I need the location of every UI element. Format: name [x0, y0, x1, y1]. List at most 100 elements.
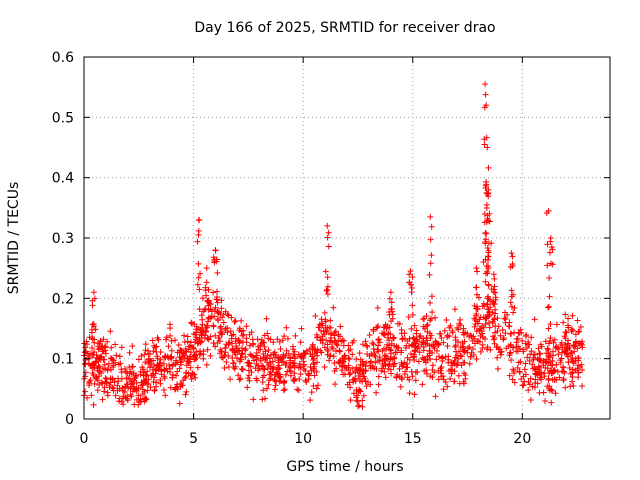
- y-tick-label: 0.2: [52, 291, 74, 307]
- data-point: [409, 274, 416, 281]
- data-point: [290, 377, 297, 384]
- data-point: [507, 349, 514, 356]
- data-point: [342, 355, 349, 362]
- data-point: [331, 367, 338, 374]
- data-point: [92, 326, 99, 333]
- data-point: [440, 339, 447, 346]
- data-point: [185, 370, 192, 377]
- data-point: [306, 370, 313, 377]
- data-point: [426, 350, 433, 357]
- data-point: [502, 330, 509, 337]
- data-point: [106, 384, 113, 391]
- data-point: [108, 344, 115, 351]
- data-point: [372, 359, 379, 366]
- data-point: [207, 352, 214, 359]
- data-point: [92, 374, 99, 381]
- data-point: [466, 333, 473, 340]
- data-point: [508, 357, 515, 364]
- data-point: [409, 311, 416, 318]
- data-point: [522, 340, 529, 347]
- data-point: [451, 378, 458, 385]
- data-point: [535, 345, 542, 352]
- data-point: [565, 359, 572, 366]
- data-point: [133, 396, 140, 403]
- data-point: [223, 359, 230, 366]
- data-point: [427, 213, 434, 220]
- data-point: [244, 384, 251, 391]
- data-point: [186, 343, 193, 350]
- data-point: [480, 334, 487, 341]
- data-point: [214, 308, 221, 315]
- data-point: [271, 386, 278, 393]
- data-point: [427, 260, 434, 267]
- data-point: [387, 350, 394, 357]
- data-point: [225, 353, 232, 360]
- data-point: [367, 359, 374, 366]
- data-point: [229, 347, 236, 354]
- data-point: [335, 337, 342, 344]
- data-point: [124, 370, 131, 377]
- data-point: [93, 358, 100, 365]
- data-point: [483, 102, 490, 109]
- data-point: [89, 370, 96, 377]
- data-point: [214, 288, 221, 295]
- data-point: [421, 367, 428, 374]
- data-point: [287, 372, 294, 379]
- data-point: [210, 323, 217, 330]
- data-point: [410, 335, 417, 342]
- data-point: [381, 352, 388, 359]
- data-point: [181, 339, 188, 346]
- data-point: [428, 252, 435, 259]
- data-point: [527, 396, 534, 403]
- data-point: [537, 351, 544, 358]
- data-point: [490, 333, 497, 340]
- data-point: [544, 345, 551, 352]
- data-point: [484, 306, 491, 313]
- data-point: [82, 388, 89, 395]
- data-point: [204, 346, 211, 353]
- data-point: [142, 341, 149, 348]
- data-point: [196, 286, 203, 293]
- data-point: [494, 354, 501, 361]
- data-point: [217, 347, 224, 354]
- data-point: [314, 334, 321, 341]
- data-point: [222, 345, 229, 352]
- data-point: [166, 321, 173, 328]
- data-point: [498, 351, 505, 358]
- data-point: [190, 345, 197, 352]
- data-point: [471, 323, 478, 330]
- data-point: [233, 344, 240, 351]
- data-point: [311, 363, 318, 370]
- data-point: [109, 384, 116, 391]
- data-point: [516, 369, 523, 376]
- data-point: [307, 397, 314, 404]
- data-point: [228, 335, 235, 342]
- data-point: [435, 367, 442, 374]
- data-point: [488, 240, 495, 247]
- data-point: [306, 346, 313, 353]
- data-point: [552, 390, 559, 397]
- data-point: [560, 364, 567, 371]
- data-point: [277, 355, 284, 362]
- data-point: [388, 306, 395, 313]
- data-point: [473, 356, 480, 363]
- data-point: [548, 370, 555, 377]
- data-point: [523, 344, 530, 351]
- data-point: [107, 328, 114, 335]
- data-point: [536, 350, 543, 357]
- data-point: [494, 315, 501, 322]
- data-point: [428, 315, 435, 322]
- data-point: [267, 352, 274, 359]
- data-point: [484, 191, 491, 198]
- data-point: [132, 372, 139, 379]
- data-point: [135, 401, 142, 408]
- data-point: [234, 348, 241, 355]
- data-point: [435, 342, 442, 349]
- data-point: [429, 362, 436, 369]
- data-point: [88, 392, 95, 399]
- data-point: [519, 337, 526, 344]
- data-point: [460, 378, 467, 385]
- data-point: [477, 348, 484, 355]
- data-point: [360, 373, 367, 380]
- data-point: [276, 365, 283, 372]
